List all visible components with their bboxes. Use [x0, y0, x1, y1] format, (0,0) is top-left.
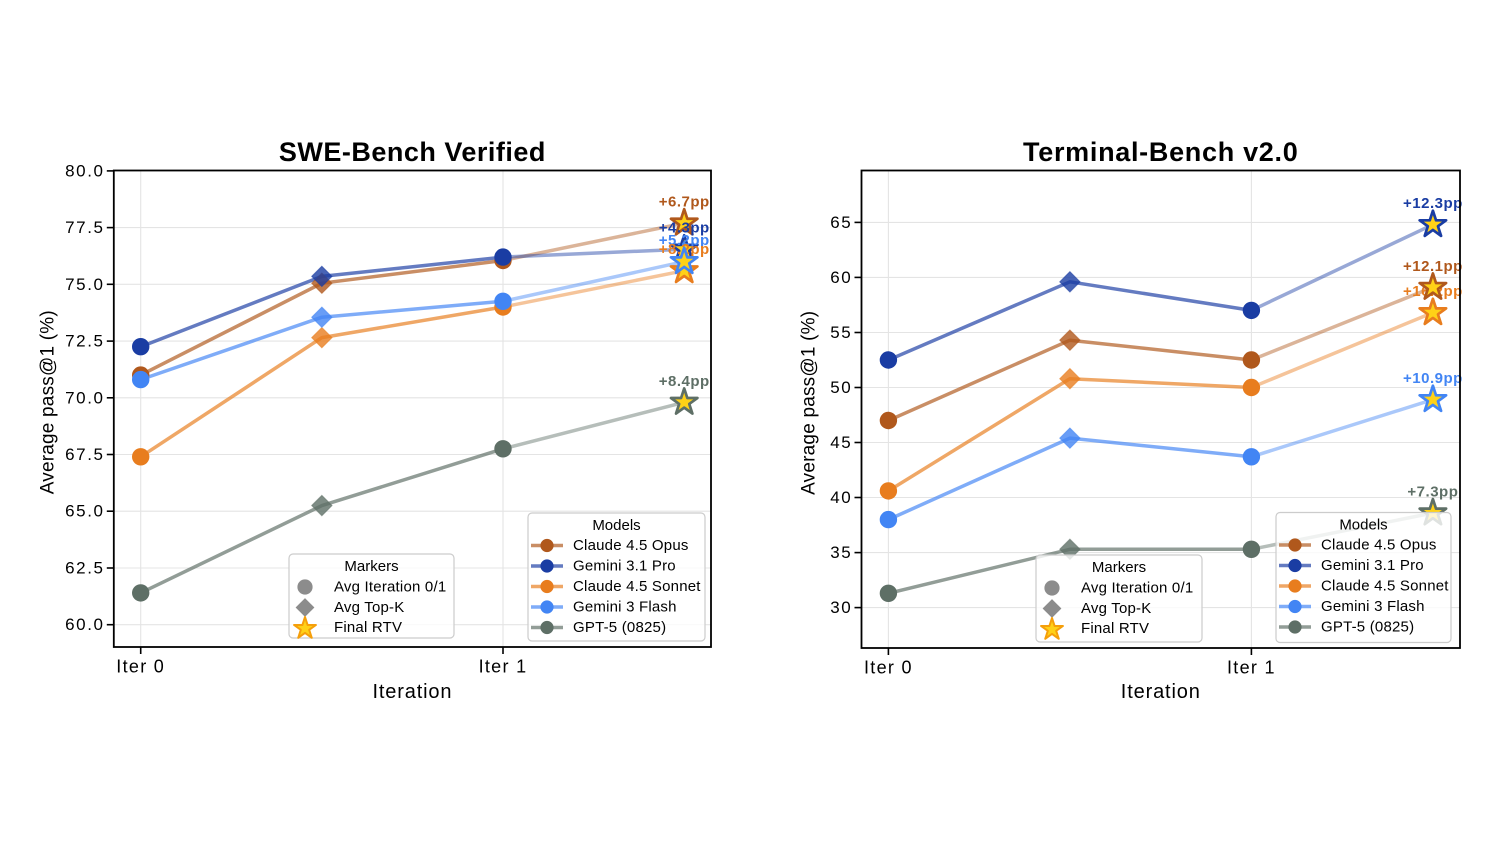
svg-text:80.0: 80.0 — [65, 161, 105, 180]
svg-text:Avg Iteration 0/1: Avg Iteration 0/1 — [334, 579, 446, 596]
svg-text:75.0: 75.0 — [65, 275, 105, 294]
svg-text:60.0: 60.0 — [65, 615, 105, 634]
svg-text:72.5: 72.5 — [65, 332, 105, 351]
svg-text:Final RTV: Final RTV — [1081, 620, 1149, 637]
svg-text:62.5: 62.5 — [65, 559, 105, 578]
svg-text:35: 35 — [830, 543, 852, 562]
svg-text:GPT-5 (0825): GPT-5 (0825) — [1321, 619, 1414, 636]
svg-text:40: 40 — [830, 488, 852, 507]
svg-text:+8.4pp: +8.4pp — [659, 373, 710, 390]
svg-text:GPT-5 (0825): GPT-5 (0825) — [573, 619, 666, 636]
svg-text:65.0: 65.0 — [65, 502, 105, 521]
svg-text:+12.1pp: +12.1pp — [1403, 258, 1463, 275]
svg-text:+12.3pp: +12.3pp — [1403, 195, 1463, 212]
svg-text:Gemini 3 Flash: Gemini 3 Flash — [573, 599, 677, 616]
svg-text:65: 65 — [830, 213, 852, 232]
svg-text:Claude 4.5 Opus: Claude 4.5 Opus — [573, 537, 689, 554]
svg-text:Gemini 3.1 Pro: Gemini 3.1 Pro — [573, 558, 676, 575]
svg-text:45: 45 — [830, 433, 852, 452]
svg-text:+7.3pp: +7.3pp — [1407, 484, 1458, 501]
svg-text:60: 60 — [830, 268, 852, 287]
svg-text:Avg Top-K: Avg Top-K — [1081, 600, 1151, 617]
svg-text:Claude 4.5 Opus: Claude 4.5 Opus — [1321, 537, 1437, 554]
svg-text:67.5: 67.5 — [65, 445, 105, 464]
svg-text:Iter 0: Iter 0 — [864, 658, 913, 678]
svg-text:Markers: Markers — [1092, 559, 1146, 576]
svg-text:Iter 1: Iter 1 — [1227, 658, 1276, 678]
svg-text:30: 30 — [830, 598, 852, 617]
svg-text:Iteration: Iteration — [372, 681, 452, 703]
svg-text:77.5: 77.5 — [65, 218, 105, 237]
svg-text:Final RTV: Final RTV — [334, 619, 402, 636]
svg-text:Claude 4.5 Sonnet: Claude 4.5 Sonnet — [573, 578, 701, 595]
svg-text:Iteration: Iteration — [1121, 681, 1201, 703]
svg-text:Models: Models — [1339, 517, 1387, 534]
svg-text:Avg Top-K: Avg Top-K — [334, 599, 404, 616]
svg-text:Iter 1: Iter 1 — [479, 657, 528, 677]
svg-text:Claude 4.5 Sonnet: Claude 4.5 Sonnet — [1321, 578, 1449, 595]
svg-text:70.0: 70.0 — [65, 388, 105, 407]
svg-text:Models: Models — [592, 517, 640, 534]
svg-text:Terminal-Bench v2.0: Terminal-Bench v2.0 — [1023, 137, 1298, 167]
svg-text:+5.2pp: +5.2pp — [659, 232, 710, 249]
svg-text:Gemini 3.1 Pro: Gemini 3.1 Pro — [1321, 557, 1424, 574]
svg-text:Markers: Markers — [344, 558, 398, 575]
svg-text:50: 50 — [830, 378, 852, 397]
svg-text:Iter 0: Iter 0 — [116, 657, 165, 677]
svg-text:Gemini 3 Flash: Gemini 3 Flash — [1321, 598, 1425, 615]
svg-text:Avg Iteration 0/1: Avg Iteration 0/1 — [1081, 580, 1193, 597]
svg-text:Average pass@1 (%): Average pass@1 (%) — [38, 310, 59, 494]
svg-text:+4.3pp: +4.3pp — [659, 220, 710, 237]
svg-text:+10.9pp: +10.9pp — [1403, 370, 1463, 387]
svg-text:+6.7pp: +6.7pp — [659, 194, 710, 211]
svg-text:55: 55 — [830, 323, 852, 342]
svg-text:SWE-Bench Verified: SWE-Bench Verified — [279, 137, 546, 167]
svg-text:Average pass@1 (%): Average pass@1 (%) — [799, 311, 820, 495]
